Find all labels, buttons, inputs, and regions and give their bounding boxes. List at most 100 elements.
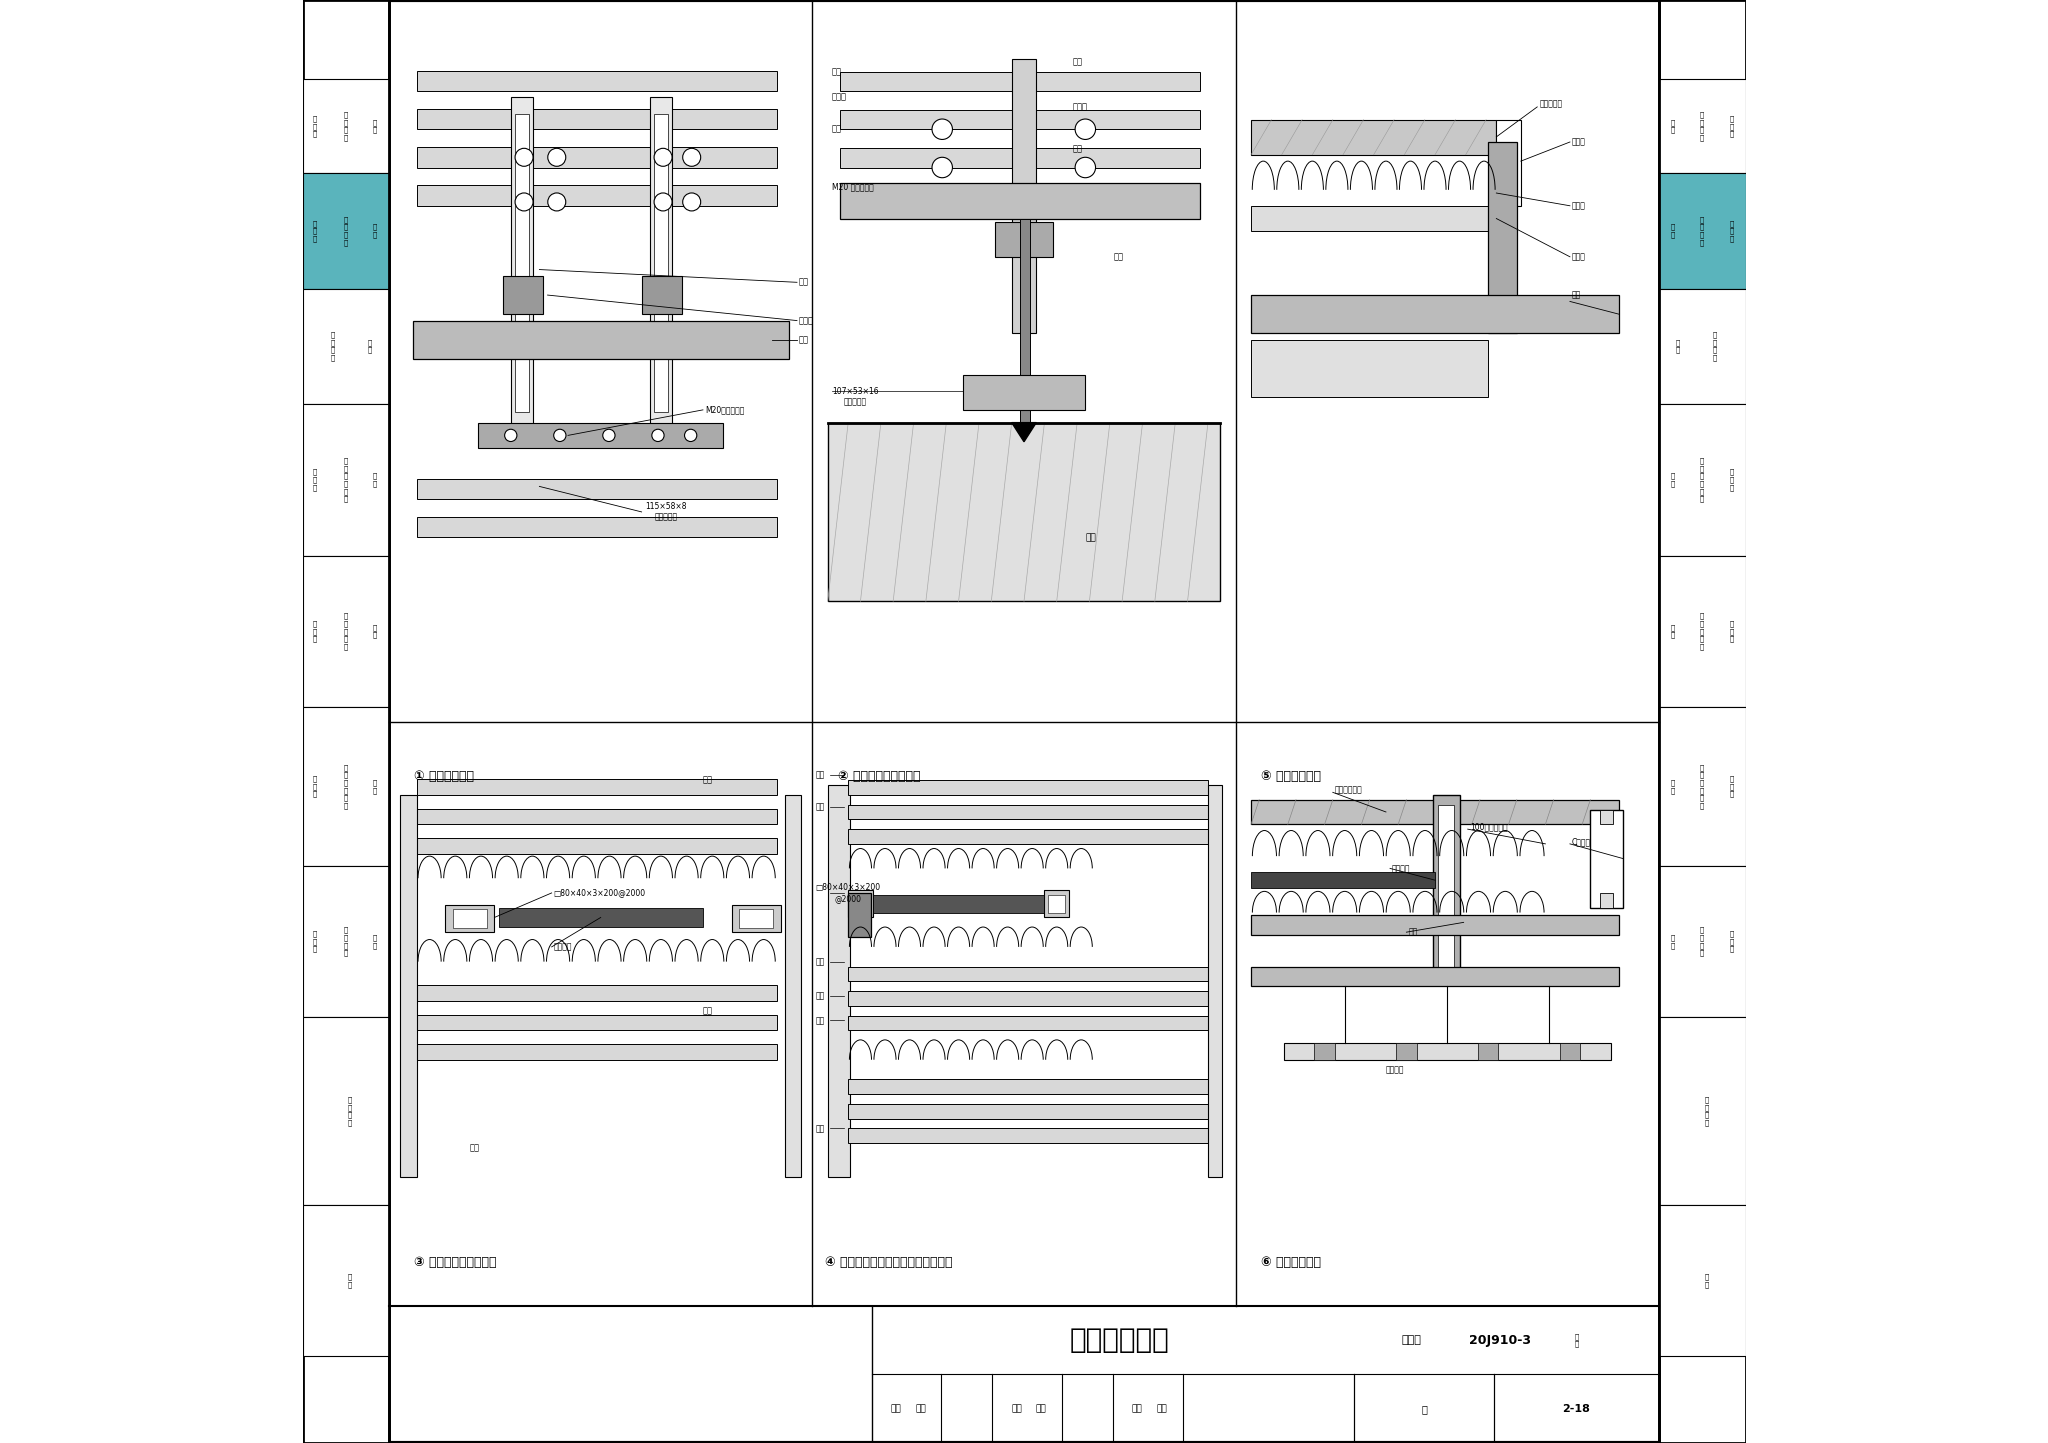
Text: 型
钢
薄
壁
冷
弯: 型 钢 薄 壁 冷 弯 — [344, 457, 348, 502]
Text: 100厚玻璃丝棉: 100厚玻璃丝棉 — [1470, 823, 1507, 831]
Bar — [731, 905, 780, 932]
Text: 箱底: 箱底 — [702, 775, 713, 785]
Bar — [416, 1014, 776, 1030]
Bar — [784, 795, 801, 1177]
Text: 房
屋: 房 屋 — [1671, 935, 1675, 948]
Bar — [840, 183, 1200, 218]
Text: 房
屋: 房 屋 — [1671, 224, 1675, 238]
Bar — [872, 895, 1044, 912]
Bar — [1251, 120, 1497, 154]
Text: 底角件: 底角件 — [1073, 102, 1087, 111]
Bar — [416, 808, 776, 824]
Text: □80×40×3×200
@2000: □80×40×3×200 @2000 — [815, 883, 881, 903]
Text: 箱顶: 箱顶 — [702, 1006, 713, 1016]
Text: M20 螺母及配件: M20 螺母及配件 — [831, 182, 874, 190]
Bar — [1479, 1042, 1499, 1059]
Bar — [1561, 1042, 1581, 1059]
Circle shape — [514, 193, 532, 211]
Text: 高峰: 高峰 — [1036, 1404, 1047, 1413]
Text: 框
架
箱
化: 框 架 箱 化 — [1700, 216, 1704, 245]
Text: 115×58×8
钢板连接件: 115×58×8 钢板连接件 — [645, 502, 688, 521]
Text: 底角件: 底角件 — [799, 316, 813, 325]
Text: 附
录: 附 录 — [1575, 1333, 1579, 1348]
Bar — [416, 986, 776, 1001]
Bar — [995, 222, 1053, 257]
Text: 底梁: 底梁 — [799, 335, 809, 345]
Text: 箱底: 箱底 — [815, 802, 825, 811]
Circle shape — [653, 193, 672, 211]
Bar — [303, 1205, 389, 1356]
Bar — [416, 779, 776, 795]
Bar — [303, 556, 389, 707]
Circle shape — [504, 429, 516, 442]
Bar — [1591, 810, 1624, 908]
Text: 墙板: 墙板 — [815, 771, 825, 779]
Bar — [397, 736, 805, 1227]
Bar — [1251, 799, 1620, 824]
Bar — [303, 0, 389, 1443]
Text: 保温棉: 保温棉 — [1573, 201, 1585, 211]
Bar — [416, 838, 776, 854]
Bar — [827, 423, 1221, 602]
Circle shape — [932, 157, 952, 177]
Bar — [1251, 294, 1620, 333]
Bar — [416, 479, 776, 499]
Bar — [1659, 556, 1745, 707]
Bar — [303, 79, 389, 173]
Bar — [1251, 339, 1489, 397]
Text: 模
块
化: 模 块 化 — [1729, 469, 1735, 491]
Bar — [1659, 173, 1745, 289]
Circle shape — [651, 429, 664, 442]
Text: 底
盘
箱
式: 底 盘 箱 式 — [330, 332, 336, 361]
Text: ④ 箱顶与箱底连接构造节点（两箱）: ④ 箱顶与箱底连接构造节点（两箱） — [825, 1255, 952, 1270]
Text: 集
装
箱
化: 集 装 箱 化 — [344, 111, 348, 141]
Text: 条形吊顶: 条形吊顶 — [1386, 1065, 1405, 1074]
Text: 立柱: 立柱 — [831, 68, 842, 76]
Bar — [1599, 893, 1614, 908]
Bar — [510, 97, 532, 429]
Text: 室外: 室外 — [815, 991, 825, 1000]
Text: 模
块
化: 模 块 化 — [313, 931, 317, 952]
Circle shape — [514, 149, 532, 166]
Text: 模
块
化: 模 块 化 — [313, 219, 317, 242]
Bar — [303, 707, 389, 866]
Text: 模
块
化: 模 块 化 — [1729, 115, 1735, 137]
Text: 底封皮: 底封皮 — [1573, 253, 1585, 261]
Text: 页: 页 — [1421, 1404, 1427, 1414]
Bar — [1284, 1042, 1612, 1059]
Bar — [739, 909, 774, 928]
Text: 房
屋: 房 屋 — [373, 625, 377, 638]
Text: M20螺栓及配件: M20螺栓及配件 — [705, 405, 743, 414]
Text: 设计: 设计 — [1133, 1404, 1143, 1413]
Text: 框
架
轻
型
钢: 框 架 轻 型 钢 — [1700, 613, 1704, 649]
Text: 房
屋: 房 屋 — [373, 224, 377, 238]
Text: 框
架
箱
化: 框 架 箱 化 — [344, 216, 348, 245]
Text: 模
块
化: 模 块 化 — [313, 115, 317, 137]
Bar — [1251, 206, 1497, 231]
Bar — [1020, 218, 1030, 492]
Bar — [848, 781, 1208, 795]
Circle shape — [682, 193, 700, 211]
Bar — [397, 14, 805, 652]
Bar — [848, 991, 1208, 1006]
Bar — [848, 1016, 1208, 1030]
Text: 底梁: 底梁 — [1073, 144, 1083, 153]
Text: 室内: 室内 — [815, 957, 825, 967]
Text: 型
钢
薄
壁
冷
弯: 型 钢 薄 壁 冷 弯 — [1700, 457, 1704, 502]
Bar — [848, 805, 1208, 820]
Text: □80×40×3×200@2000: □80×40×3×200@2000 — [553, 889, 645, 898]
Circle shape — [653, 149, 672, 166]
Bar — [444, 905, 494, 932]
Text: ⑤ 拼箱底部构造: ⑤ 拼箱底部构造 — [1262, 769, 1321, 784]
Text: 框
架
轻
型
钢: 框 架 轻 型 钢 — [344, 613, 348, 649]
Text: 拼
装
式: 拼 装 式 — [313, 775, 317, 798]
Text: 模
块
化: 模 块 化 — [1729, 931, 1735, 952]
Bar — [819, 736, 1229, 1227]
Bar — [840, 72, 1200, 91]
Bar — [416, 108, 776, 130]
Circle shape — [932, 118, 952, 140]
Bar — [1251, 915, 1620, 935]
Text: 房
屋: 房 屋 — [369, 339, 373, 354]
Text: 房
屋: 房 屋 — [1675, 339, 1679, 354]
Text: 2-18: 2-18 — [1563, 1404, 1591, 1414]
